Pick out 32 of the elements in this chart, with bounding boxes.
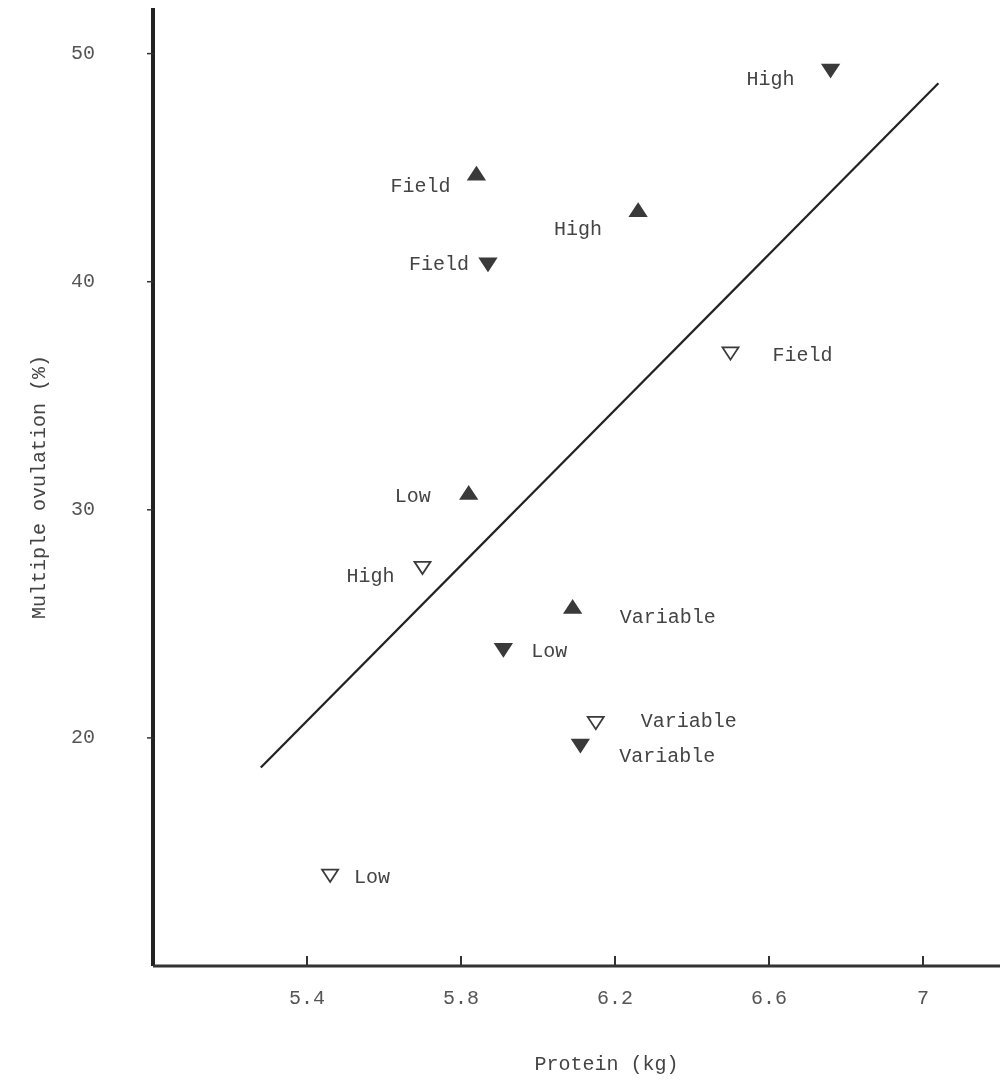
point	[321, 868, 339, 883]
annotation: Low	[531, 640, 568, 664]
x-tick-label: 6.6	[750, 987, 788, 1010]
x-tick-label: 5.8	[442, 987, 480, 1010]
y-tick-label: 50	[70, 41, 96, 65]
point	[467, 166, 486, 181]
x-tick-label: 6.2	[596, 987, 634, 1010]
y-tick-label: 30	[70, 498, 96, 522]
point	[494, 643, 513, 658]
point	[413, 560, 432, 575]
y-tick-label: 40	[70, 270, 96, 293]
y-tick-label: 20	[70, 726, 96, 750]
x-tick-label: 7	[916, 987, 930, 1010]
annotation: Low	[354, 866, 391, 890]
x-axis-title: Protein (kg)	[534, 1053, 679, 1076]
annotation: High	[346, 565, 395, 589]
point	[479, 257, 497, 272]
point	[571, 738, 590, 753]
annotation: Variable	[640, 710, 737, 734]
y-axis-title: Multiple ovulation (%)	[28, 354, 52, 620]
point	[586, 716, 605, 731]
annotation: Low	[394, 485, 431, 509]
annotation: Variable	[619, 606, 716, 630]
annotation: Field	[772, 343, 833, 367]
x-tick-label: 5.4	[288, 987, 326, 1010]
annotation: High	[746, 67, 795, 91]
annotation: High	[554, 218, 603, 242]
annotation: Variable	[619, 745, 716, 769]
point	[721, 346, 740, 361]
annotation: Field	[408, 252, 469, 276]
point	[821, 63, 840, 78]
annotation: Field	[390, 174, 451, 198]
